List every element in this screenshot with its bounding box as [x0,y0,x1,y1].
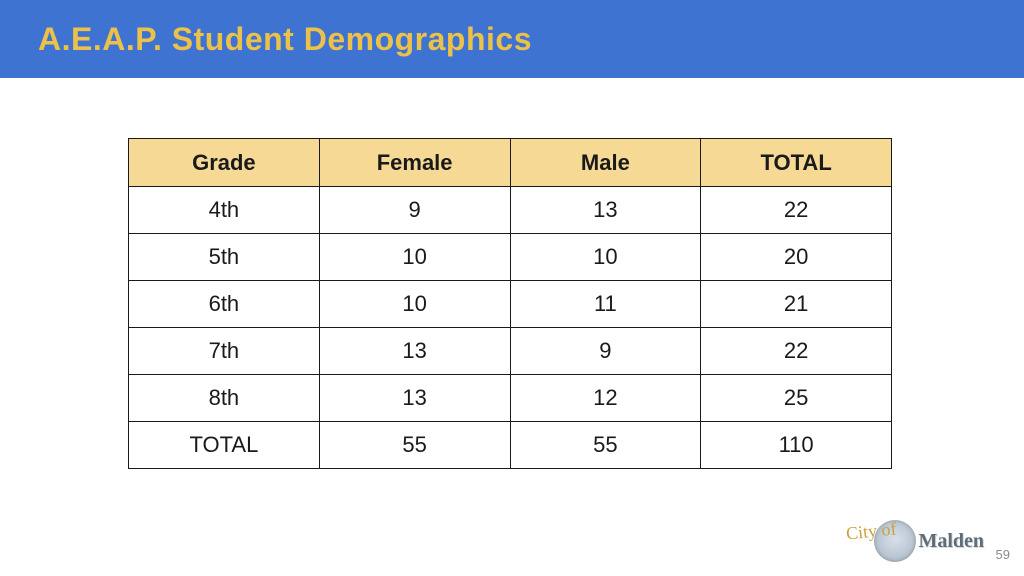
col-header-total: TOTAL [701,139,892,187]
page-number: 59 [996,547,1010,562]
logo-cityof-text: City of [845,518,897,544]
cell-total: 110 [701,422,892,469]
city-logo: City of Malden [846,520,984,562]
table-row: 6th 10 11 21 [129,281,892,328]
cell-male: 13 [510,187,701,234]
col-header-male: Male [510,139,701,187]
cell-total: 20 [701,234,892,281]
demographics-table-wrap: Grade Female Male TOTAL 4th 9 13 22 5th … [128,138,892,469]
cell-female: 10 [319,281,510,328]
table-row-total: TOTAL 55 55 110 [129,422,892,469]
col-header-female: Female [319,139,510,187]
table-row: 5th 10 10 20 [129,234,892,281]
table-header-row: Grade Female Male TOTAL [129,139,892,187]
cell-male: 10 [510,234,701,281]
cell-female: 9 [319,187,510,234]
table-row: 7th 13 9 22 [129,328,892,375]
cell-total: 22 [701,328,892,375]
cell-grade: 7th [129,328,320,375]
cell-female: 10 [319,234,510,281]
cell-male: 12 [510,375,701,422]
demographics-table: Grade Female Male TOTAL 4th 9 13 22 5th … [128,138,892,469]
cell-female: 55 [319,422,510,469]
cell-female: 13 [319,328,510,375]
cell-grade: TOTAL [129,422,320,469]
cell-total: 21 [701,281,892,328]
cell-female: 13 [319,375,510,422]
table-row: 8th 13 12 25 [129,375,892,422]
cell-total: 22 [701,187,892,234]
cell-grade: 4th [129,187,320,234]
cell-male: 55 [510,422,701,469]
cell-grade: 8th [129,375,320,422]
cell-total: 25 [701,375,892,422]
cell-grade: 6th [129,281,320,328]
col-header-grade: Grade [129,139,320,187]
cell-male: 11 [510,281,701,328]
cell-grade: 5th [129,234,320,281]
cell-male: 9 [510,328,701,375]
header-bar: A.E.A.P. Student Demographics [0,0,1024,78]
logo-name-text: Malden [918,530,984,553]
table-row: 4th 9 13 22 [129,187,892,234]
page-title: A.E.A.P. Student Demographics [38,21,532,58]
